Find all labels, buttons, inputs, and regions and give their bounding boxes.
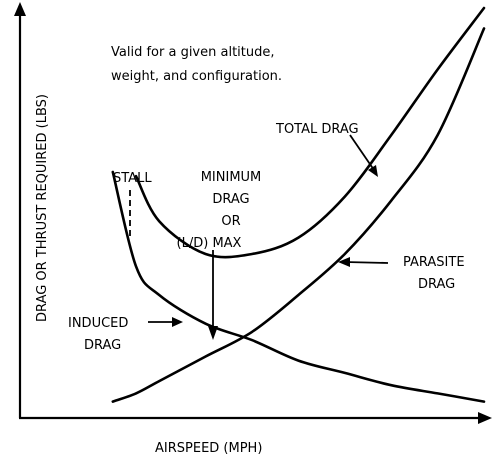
- minimum-drag-label-1: MINIMUM: [201, 170, 262, 185]
- parasite-drag-pointer: [344, 261, 389, 264]
- total-drag-label: TOTAL DRAG: [275, 122, 359, 137]
- x-axis-arrowhead: [478, 412, 492, 424]
- total-drag-pointer-arrowhead: [368, 165, 378, 177]
- x-axis-label: AIRSPEED (MPH): [155, 441, 262, 456]
- total-drag-pointer: [349, 134, 375, 171]
- y-axis-label: DRAG OR THRUST REQUIRED (LBS): [35, 94, 50, 322]
- minimum-drag-pointer-arrowhead: [208, 326, 218, 340]
- parasite-drag-pointer-arrowhead: [338, 257, 350, 267]
- y-axis-arrowhead: [14, 2, 26, 16]
- induced-drag-pointer-arrowhead: [172, 317, 183, 327]
- parasite-drag-label-1: PARASITE: [403, 255, 465, 270]
- minimum-drag-label-2: DRAG: [212, 192, 249, 207]
- stall-label: STALL: [113, 171, 152, 186]
- induced-drag-label-2: DRAG: [84, 338, 121, 353]
- induced-drag-label-1: INDUCED: [68, 316, 128, 331]
- parasite-drag-label-2: DRAG: [418, 277, 455, 292]
- induced-drag-curve: [111, 170, 486, 403]
- parasite-drag-curve: [111, 27, 486, 403]
- total-drag-curve: [134, 6, 486, 259]
- note-line-1: Valid for a given altitude,: [111, 45, 275, 60]
- minimum-drag-label-4: (L/D) MAX: [177, 236, 242, 251]
- note-line-2: weight, and configuration.: [111, 69, 282, 84]
- minimum-drag-label-3: OR: [221, 214, 240, 229]
